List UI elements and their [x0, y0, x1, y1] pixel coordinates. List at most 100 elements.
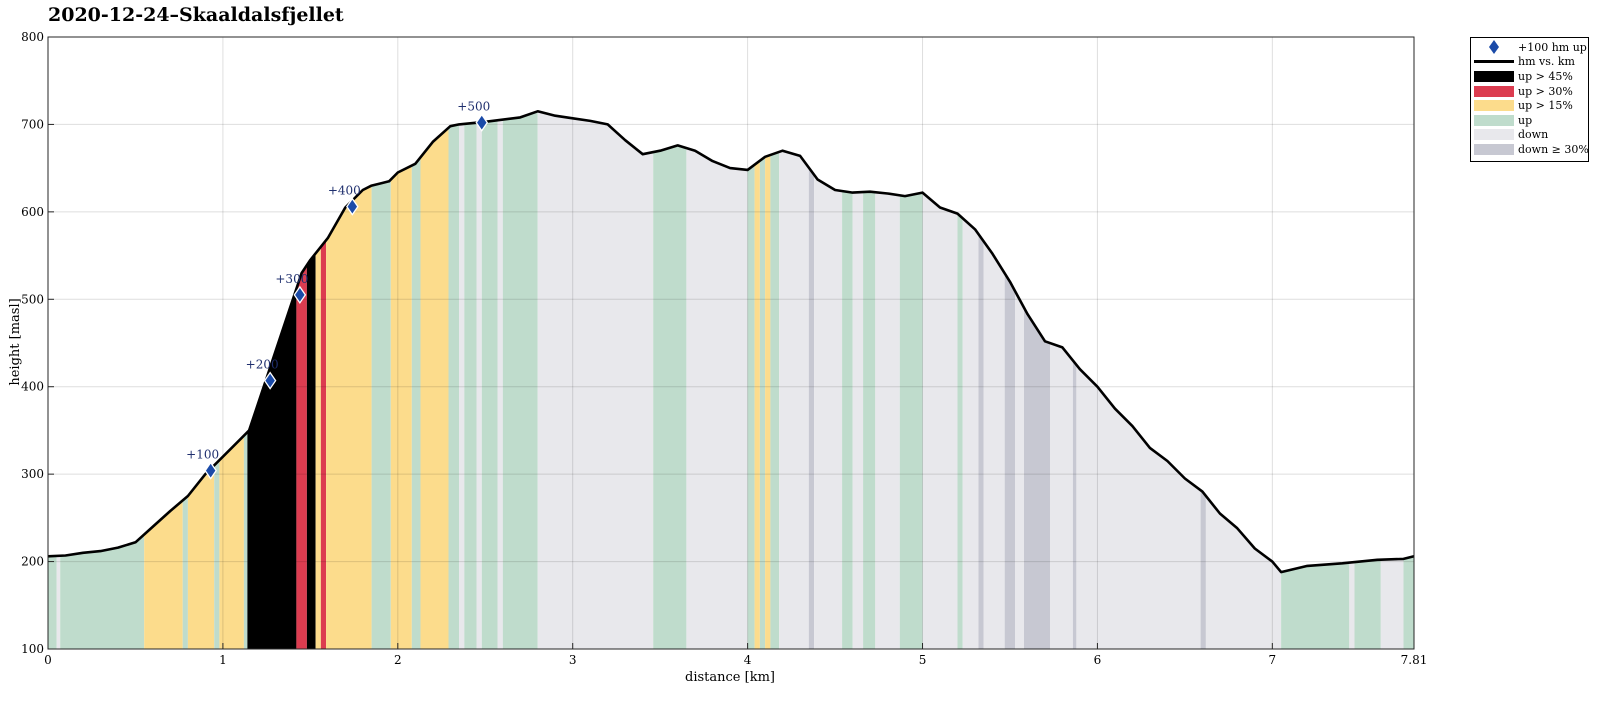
segment-area — [978, 234, 984, 649]
segment-area — [962, 218, 979, 650]
segment-area — [481, 120, 498, 650]
segment-area — [1004, 273, 1016, 649]
segment-area — [296, 265, 307, 649]
segment-area — [686, 148, 748, 649]
milestone-marker — [475, 113, 489, 132]
segment-area — [537, 111, 654, 650]
axes-box — [47, 36, 1415, 650]
legend-item: up > 15% — [1471, 98, 1588, 113]
chart-title: 2020-12-24–Skaaldalsfjellet — [48, 4, 344, 26]
x-tick-label: 4 — [744, 653, 752, 667]
x-tick-label: 7 — [1269, 653, 1277, 667]
milestone-label: +200 — [246, 358, 279, 372]
legend-label: down ≥ 30% — [1518, 142, 1589, 156]
segment-area — [765, 154, 771, 649]
profile-line — [47, 110, 1415, 574]
milestone-label: +300 — [275, 272, 308, 286]
milestone-label: +100 — [186, 448, 219, 462]
segment-area — [1403, 556, 1414, 649]
x-tick-label: 3 — [569, 653, 577, 667]
segment-area — [219, 435, 244, 649]
legend-item: up > 30% — [1471, 84, 1588, 99]
y-tick-label: 800 — [21, 30, 44, 44]
segment-area — [899, 192, 923, 649]
segment-area — [371, 179, 391, 649]
legend-color-swatch — [1474, 114, 1514, 126]
segment-area — [390, 165, 412, 649]
segment-area — [464, 122, 477, 649]
segment-area — [502, 111, 538, 650]
legend-color-swatch — [1474, 129, 1514, 141]
y-tick-label: 600 — [21, 205, 44, 219]
segment-area — [875, 192, 900, 650]
x-tick-label: 0 — [44, 653, 52, 667]
segment-area — [1205, 496, 1282, 649]
milestones-layer: +100 +200 +300 +400 +500 — [186, 100, 490, 480]
y-axis-label: height [masl] — [8, 298, 23, 385]
legend-label: up > 30% — [1518, 84, 1573, 98]
gradient-segments-layer — [48, 111, 1414, 650]
milestone-label: +500 — [457, 100, 490, 114]
segment-area — [214, 460, 220, 649]
legend-label: up > 45% — [1518, 69, 1573, 83]
x-tick-label: 1 — [219, 653, 227, 667]
segment-area — [957, 213, 963, 649]
segment-area — [1200, 490, 1206, 649]
grid-layer — [48, 37, 1414, 649]
y-tick-label: 400 — [21, 380, 44, 394]
segment-area — [60, 534, 145, 649]
segment-area — [476, 122, 482, 649]
y-tick-label: 100 — [21, 642, 44, 656]
segment-area — [842, 191, 853, 649]
milestone-marker — [263, 371, 277, 390]
legend-color-swatch — [1474, 70, 1514, 82]
legend-label: +100 hm up — [1518, 40, 1587, 54]
segment-area — [922, 192, 958, 649]
chart-legend: +100 hm up hm vs. km up > 45% up > 30% up > … — [1470, 37, 1589, 162]
legend-item: down — [1471, 128, 1588, 143]
segment-area — [459, 123, 465, 649]
diamond-marker-icon — [1474, 40, 1514, 55]
segment-area — [182, 496, 188, 649]
legend-item: hm vs. km — [1471, 55, 1588, 70]
milestone-marker — [204, 461, 217, 480]
legend-item: down ≥ 30% — [1471, 142, 1589, 157]
segment-area — [814, 174, 843, 650]
legend-item: up > 45% — [1471, 69, 1588, 84]
legend-color-swatch — [1474, 143, 1514, 155]
segment-area — [770, 151, 780, 649]
segment-area — [497, 119, 503, 650]
segment-area — [1024, 307, 1051, 649]
segment-area — [48, 555, 57, 649]
milestone-label: +400 — [328, 184, 361, 198]
legend-line-swatch — [1474, 60, 1514, 64]
segment-area — [653, 145, 687, 649]
y-tick-label: 500 — [21, 292, 44, 306]
segment-area — [247, 288, 297, 649]
segment-area — [1354, 559, 1381, 649]
segment-area — [306, 253, 316, 649]
segment-area — [187, 465, 215, 649]
y-tick-label: 200 — [21, 555, 44, 569]
segment-area — [754, 160, 760, 649]
segment-area — [448, 124, 459, 649]
segment-area — [1281, 562, 1350, 649]
segment-area — [56, 555, 61, 649]
segment-area — [808, 167, 815, 649]
profile-layer — [47, 110, 1415, 574]
legend-item: up — [1471, 113, 1588, 128]
milestone-marker — [346, 197, 359, 216]
x-tick-label: 7.81 — [1401, 653, 1428, 667]
legend-label: hm vs. km — [1518, 55, 1575, 69]
axes-layer: 0 1 2 3 4 5 6 7 7.81 100 200 300 400 500 600 700 800 — [21, 30, 1427, 667]
y-tick-label: 700 — [21, 117, 44, 131]
segment-area — [320, 240, 327, 650]
segment-area — [1349, 562, 1355, 649]
legend-label: up — [1518, 113, 1533, 127]
segment-area — [779, 150, 809, 649]
x-axis-label: distance [km] — [685, 670, 775, 685]
y-tick-label: 300 — [21, 467, 44, 481]
legend-color-swatch — [1474, 100, 1514, 112]
segment-area — [326, 185, 372, 649]
